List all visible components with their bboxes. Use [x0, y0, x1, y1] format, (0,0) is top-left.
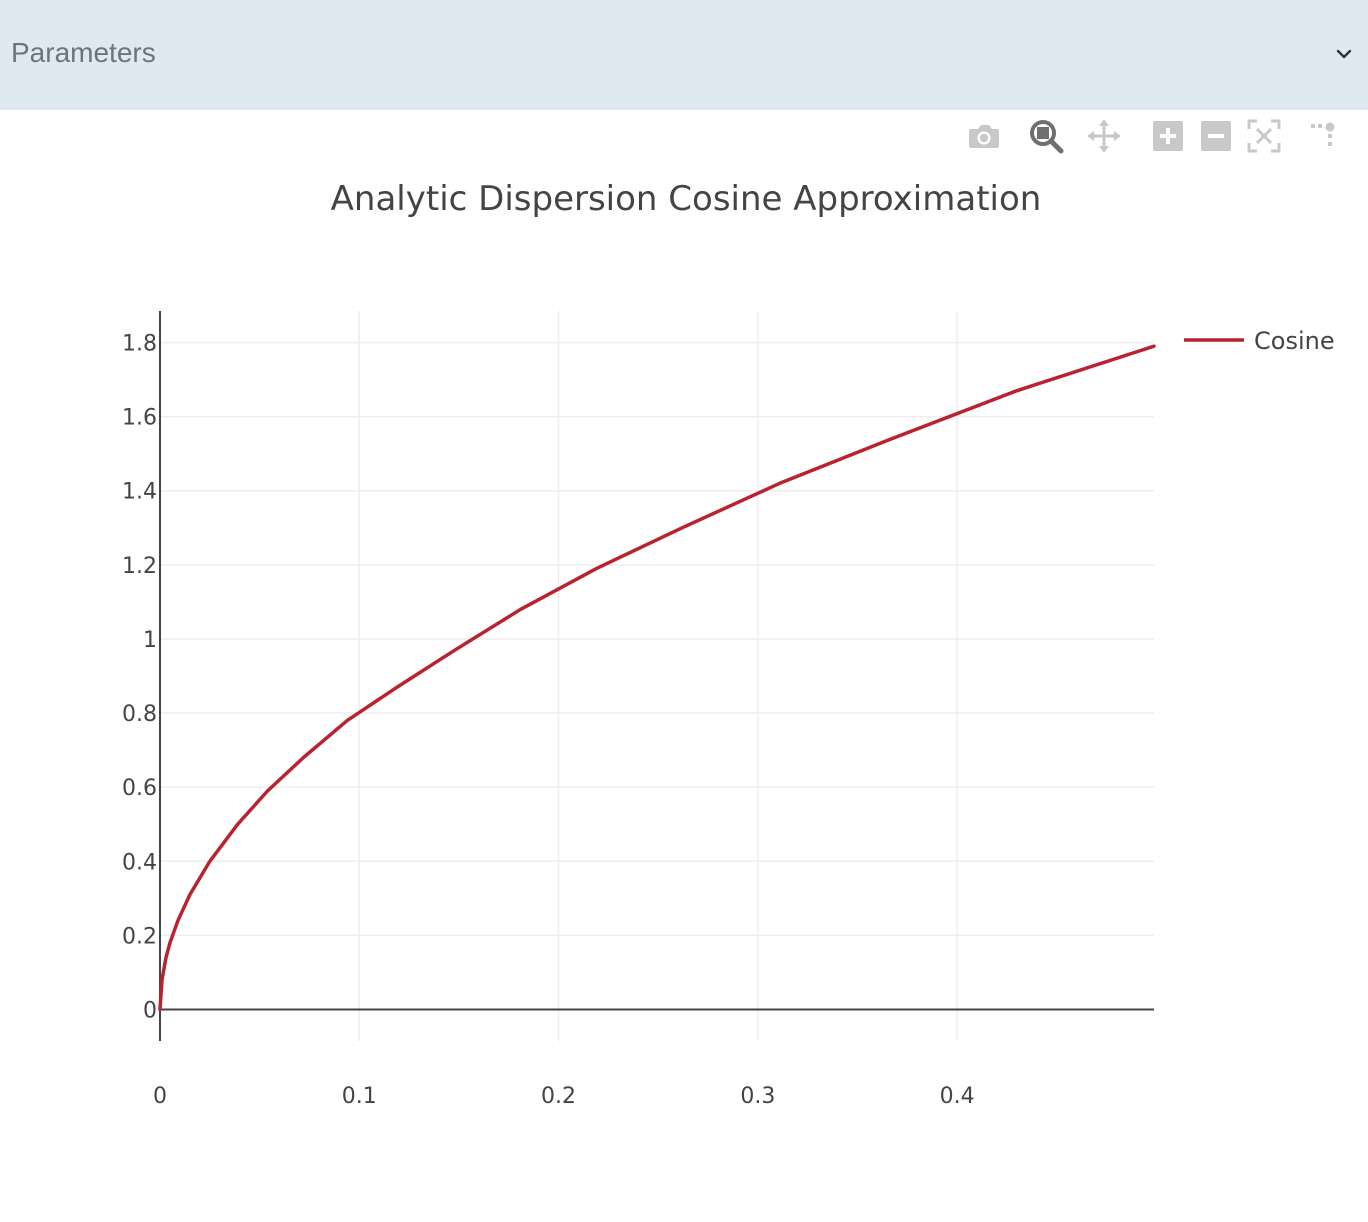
gridlines [160, 311, 1154, 1041]
x-tick-label: 0.3 [740, 1084, 775, 1109]
zoom-in-icon[interactable] [1148, 116, 1188, 156]
y-tick-label: 1.8 [122, 331, 157, 356]
tick-labels: 0 0.1 0.2 0.3 0.4 0 0.2 0.4 0.6 0.8 1 1.2 1.4 1.6 1.8 [122, 331, 975, 1109]
y-tick-label: 1.4 [122, 480, 157, 505]
y-tick-label: 0.4 [122, 850, 157, 875]
pan-icon[interactable] [1084, 116, 1124, 156]
y-tick-label: 0.6 [122, 776, 157, 801]
y-tick-label: 0.8 [122, 702, 157, 727]
legend[interactable]: Cosine [1184, 327, 1335, 355]
x-tick-label: 0 [153, 1084, 167, 1109]
x-tick-label: 0.2 [541, 1084, 576, 1109]
chevron-down-icon[interactable] [1334, 44, 1354, 64]
axes [159, 311, 1154, 1041]
traces [158, 344, 1156, 1012]
accordion-title: Parameters [11, 37, 156, 68]
legend-label: Cosine [1254, 327, 1335, 355]
autoscale-icon[interactable] [1244, 116, 1284, 156]
camera-icon[interactable] [964, 116, 1004, 156]
y-tick-label: 1.6 [122, 406, 157, 431]
y-tick-label: 1.2 [122, 554, 157, 579]
modebar [908, 116, 1368, 156]
y-tick-label: 0 [143, 999, 157, 1024]
y-tick-label: 0.2 [122, 924, 157, 949]
x-tick-label: 0.1 [342, 1084, 377, 1109]
parameters-accordion[interactable]: Parameters [0, 0, 1368, 110]
y-tick-label: 1 [143, 628, 157, 653]
x-tick-label: 0.4 [940, 1084, 975, 1109]
zoom-out-icon[interactable] [1196, 116, 1236, 156]
chart-title: Analytic Dispersion Cosine Approximation [331, 179, 1042, 219]
zoom-icon[interactable] [1026, 116, 1066, 156]
series-line-cosine[interactable] [158, 344, 1156, 1012]
chart-svg: Analytic Dispersion Cosine Approximation… [122, 179, 1335, 1109]
spike-lines-icon[interactable] [1304, 116, 1344, 156]
